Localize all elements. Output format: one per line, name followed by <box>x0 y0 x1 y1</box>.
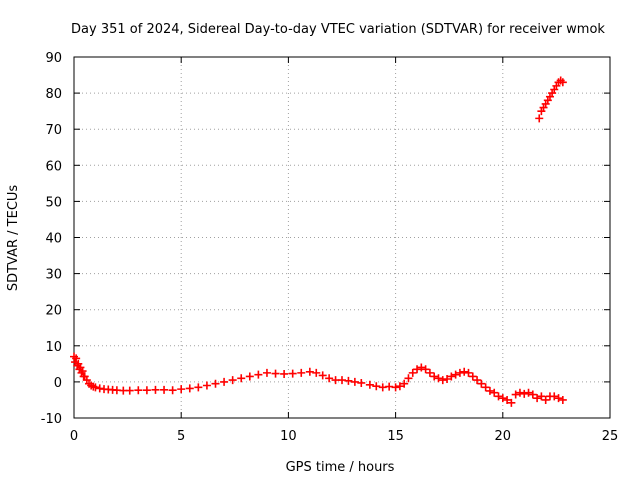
data-point <box>344 376 353 385</box>
data-point <box>541 395 550 404</box>
data-point <box>447 372 456 381</box>
y-tick-label: 30 <box>45 268 62 283</box>
y-tick-label: 60 <box>45 159 62 174</box>
data-point <box>72 354 81 363</box>
data-point <box>78 367 87 376</box>
data-point <box>515 388 524 397</box>
data-point <box>460 367 469 376</box>
data-point <box>473 376 482 385</box>
data-point <box>160 385 169 394</box>
data-point <box>280 369 289 378</box>
y-tick-label: 0 <box>54 376 62 391</box>
data-point <box>520 389 529 398</box>
data-point <box>288 369 297 378</box>
data-point <box>550 392 559 401</box>
data-point <box>417 363 426 372</box>
y-tick-label: 20 <box>45 304 62 319</box>
data-series <box>70 76 567 407</box>
data-point <box>425 368 434 377</box>
y-tick-label: 50 <box>45 195 62 210</box>
data-point <box>438 376 447 385</box>
data-point <box>507 398 516 407</box>
data-point <box>202 381 211 390</box>
data-point <box>237 374 246 383</box>
data-point <box>325 374 334 383</box>
x-tick-label: 10 <box>280 429 297 444</box>
data-point <box>451 370 460 379</box>
y-tick-label: 40 <box>45 232 62 247</box>
data-point <box>254 370 263 379</box>
data-point <box>413 365 422 374</box>
data-point <box>524 388 533 397</box>
y-tick-label: -10 <box>41 412 62 427</box>
y-tick-label: 90 <box>45 51 62 66</box>
data-point <box>168 386 177 395</box>
x-tick-label: 20 <box>495 429 512 444</box>
data-point <box>511 390 520 399</box>
data-point <box>477 379 486 388</box>
data-point <box>142 386 151 395</box>
y-tick-label: 10 <box>45 340 62 355</box>
data-point <box>533 394 542 403</box>
data-point <box>535 114 544 123</box>
data-point <box>372 382 381 391</box>
data-point <box>404 374 413 383</box>
data-point <box>421 365 430 374</box>
data-point <box>464 368 473 377</box>
data-point <box>494 392 503 401</box>
data-point <box>194 383 203 392</box>
data-point <box>318 371 327 380</box>
data-point <box>151 385 160 394</box>
axis-ticks: 0 5 10 15 20 25 -10 0 10 20 30 40 50 60 70 80 90 <box>41 51 619 444</box>
data-point <box>245 372 254 381</box>
grid <box>74 57 610 418</box>
data-point <box>434 374 443 383</box>
data-point <box>468 372 477 381</box>
data-point <box>125 386 134 395</box>
data-point <box>350 377 359 386</box>
data-point <box>177 385 186 394</box>
data-point <box>185 384 194 393</box>
y-tick-label: 70 <box>45 123 62 138</box>
data-point <box>490 388 499 397</box>
x-tick-label: 25 <box>602 429 619 444</box>
data-point <box>455 368 464 377</box>
y-tick-label: 80 <box>45 87 62 102</box>
data-point <box>558 395 567 404</box>
y-axis-title: SDTVAR / TECUs <box>6 185 21 292</box>
data-point <box>498 394 507 403</box>
data-point <box>211 379 220 388</box>
chart-title: Day 351 of 2024, Sidereal Day-to-day VTE… <box>71 22 605 37</box>
data-point <box>391 383 400 392</box>
x-axis-title: GPS time / hours <box>286 460 395 475</box>
data-point <box>262 368 271 377</box>
data-point <box>357 378 366 387</box>
data-point <box>312 368 321 377</box>
data-point <box>134 386 143 395</box>
data-point <box>443 375 452 384</box>
data-point <box>271 369 280 378</box>
data-point <box>400 379 409 388</box>
data-point <box>528 390 537 399</box>
data-point <box>220 377 229 386</box>
data-point <box>554 394 563 403</box>
data-point <box>430 372 439 381</box>
data-point <box>91 383 100 392</box>
x-tick-label: 15 <box>387 429 404 444</box>
x-tick-label: 5 <box>177 429 185 444</box>
data-point <box>481 383 490 392</box>
data-point <box>485 386 494 395</box>
data-point <box>395 382 404 391</box>
x-tick-label: 0 <box>70 429 78 444</box>
data-point <box>297 368 306 377</box>
data-point <box>537 392 546 401</box>
data-point <box>365 380 374 389</box>
data-point <box>503 395 512 404</box>
data-point <box>558 78 567 87</box>
data-point <box>305 367 314 376</box>
data-point <box>408 368 417 377</box>
data-point <box>228 376 237 385</box>
